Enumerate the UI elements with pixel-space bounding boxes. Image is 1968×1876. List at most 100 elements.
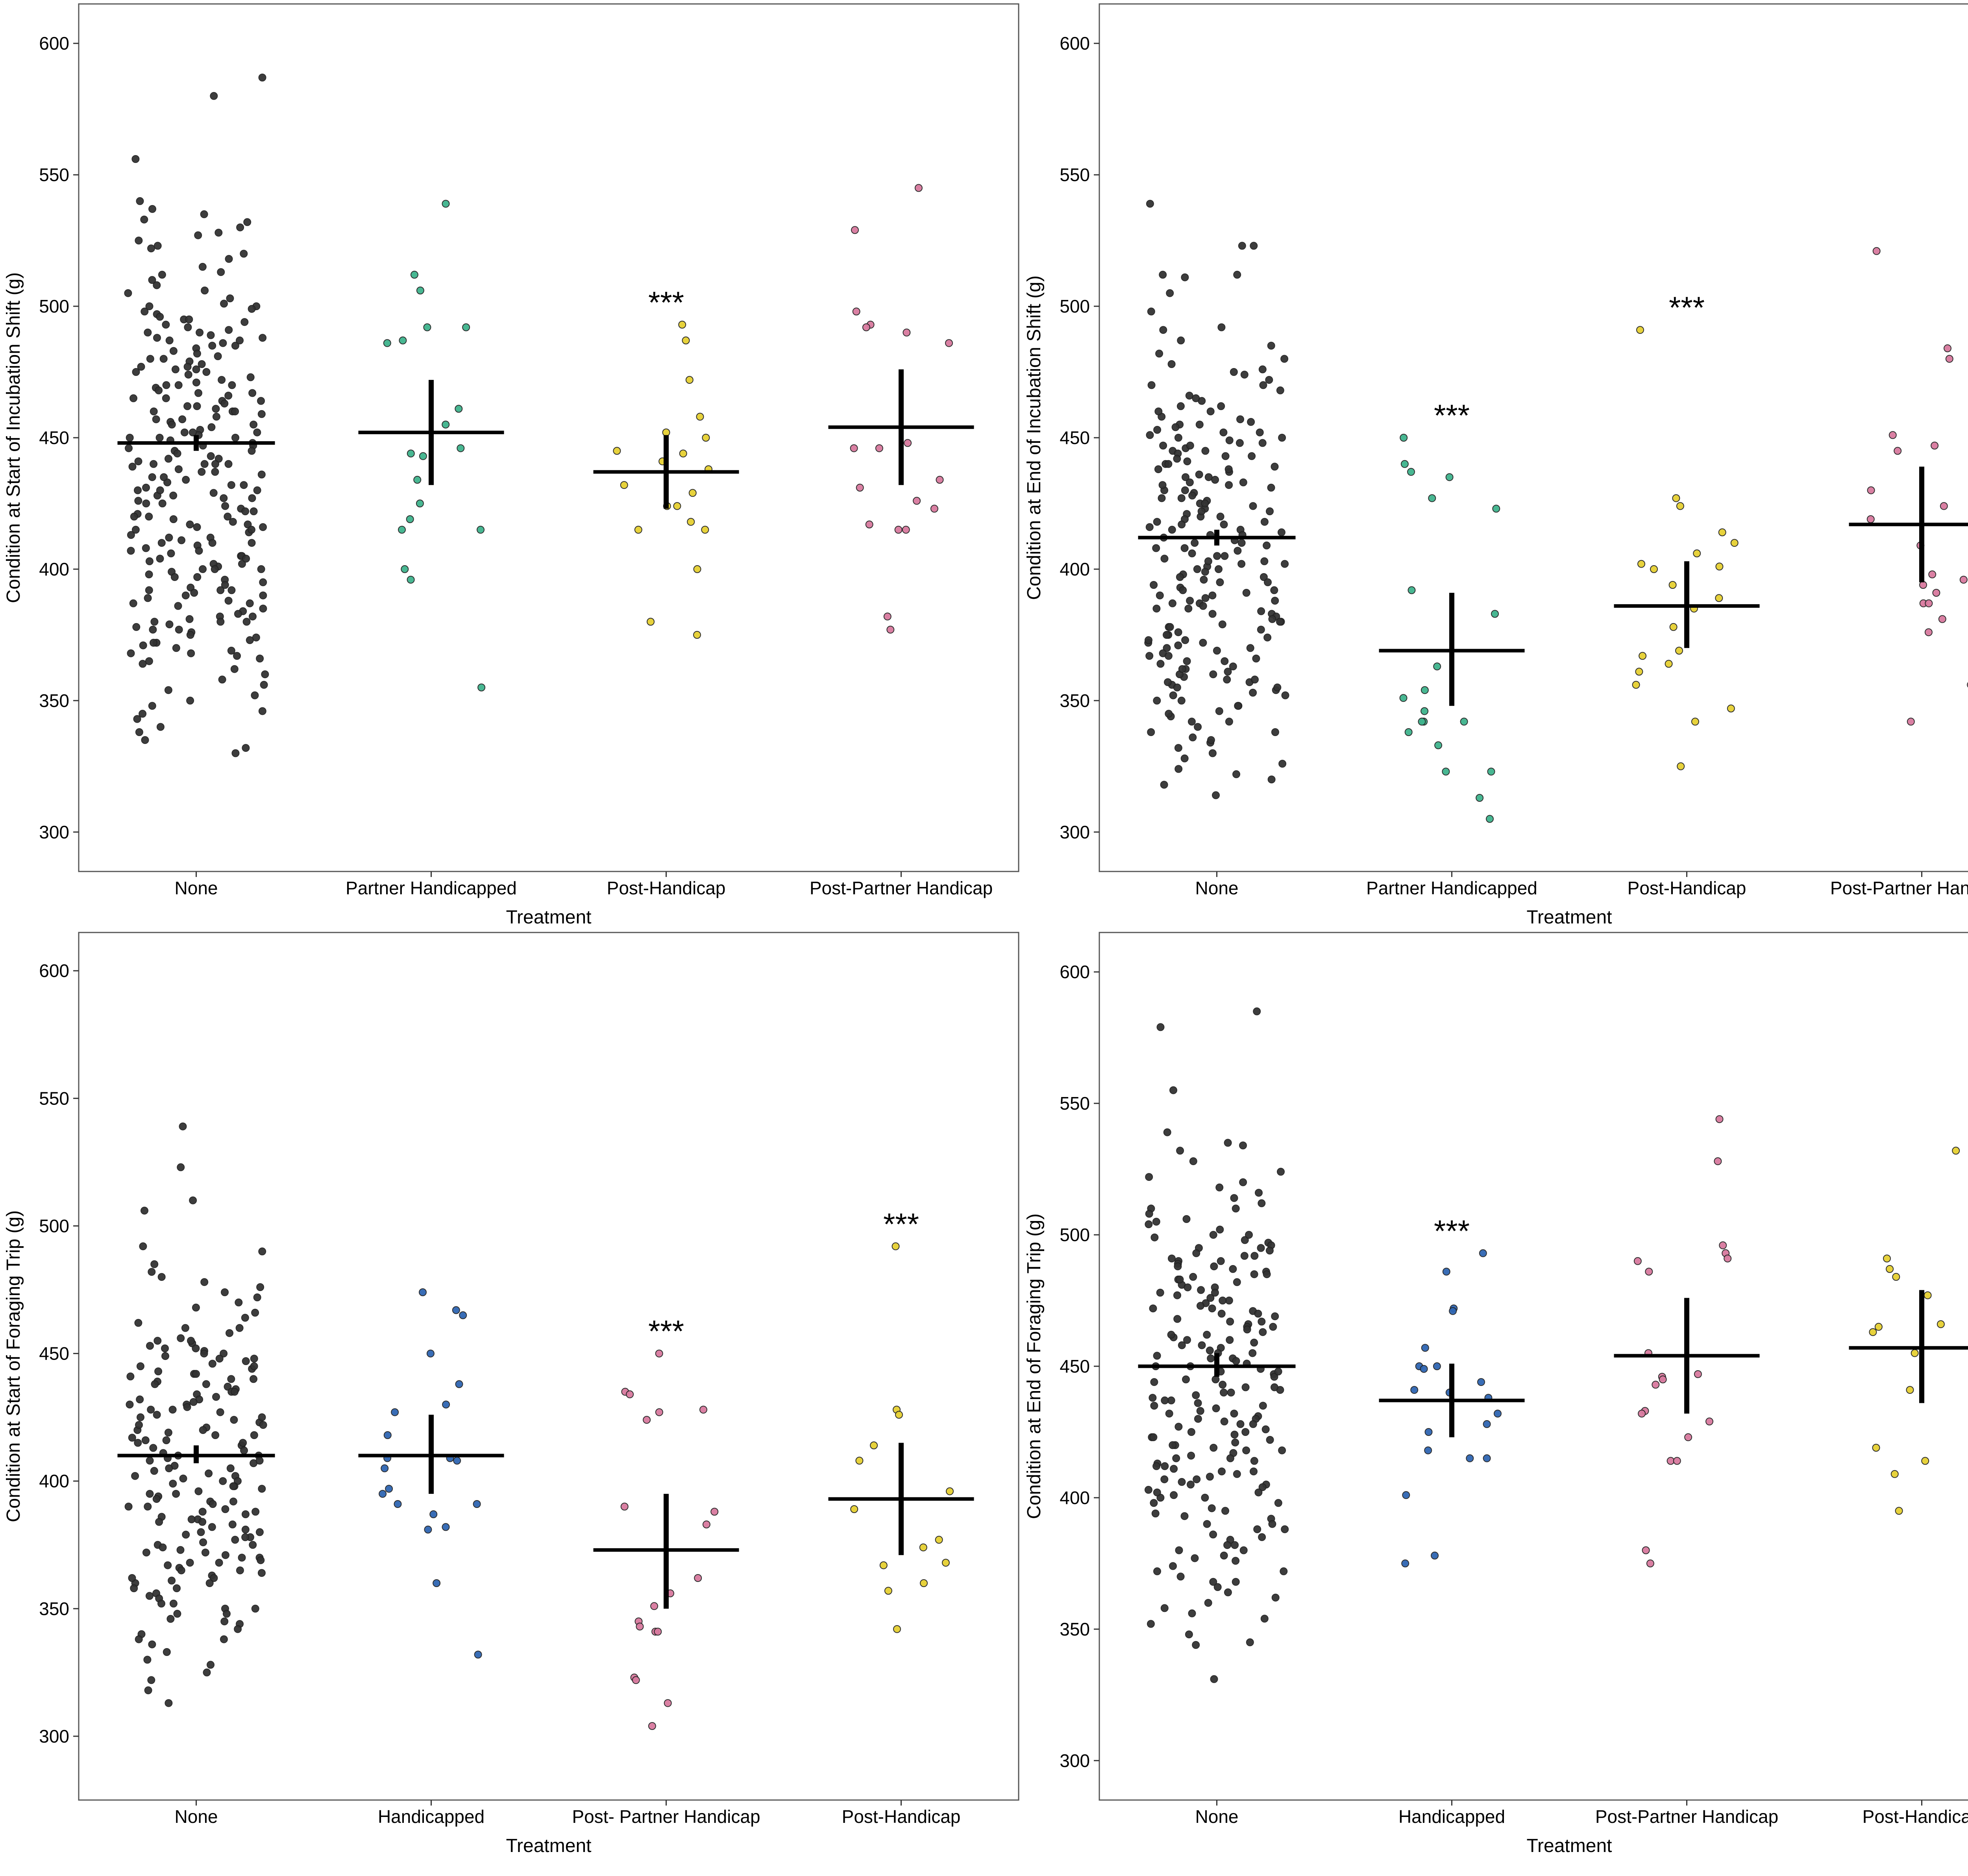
data-point (1147, 381, 1156, 389)
data-point (442, 420, 450, 429)
data-point (457, 444, 465, 452)
data-point (1229, 662, 1237, 671)
data-point (1460, 718, 1468, 726)
data-point (146, 1342, 154, 1350)
data-point (1268, 1520, 1276, 1528)
data-point (165, 620, 174, 629)
data-point (1259, 1328, 1267, 1336)
data-point (1174, 1262, 1182, 1271)
data-point (1645, 1267, 1653, 1276)
data-point (130, 1584, 138, 1592)
x-tick-label: Post-Handicap (1628, 878, 1746, 898)
data-point (241, 1314, 249, 1322)
data-point (1206, 1294, 1215, 1302)
data-point (220, 400, 229, 408)
data-point (260, 681, 268, 689)
data-point (257, 410, 266, 418)
data-point (221, 581, 229, 589)
data-point (208, 539, 216, 547)
data-point (150, 638, 157, 647)
data-point (1156, 1023, 1165, 1031)
data-point (259, 334, 267, 342)
data-point (1399, 694, 1408, 702)
data-point (177, 1163, 185, 1171)
data-point (1408, 586, 1416, 594)
data-point (231, 1536, 239, 1544)
data-point (1632, 681, 1640, 689)
data-point (1867, 486, 1875, 494)
data-point (1240, 370, 1248, 379)
x-tick-label: Post-Partner Handicap (1830, 878, 1968, 898)
data-point (1281, 1525, 1289, 1534)
data-point (1646, 1559, 1654, 1567)
data-point (1188, 491, 1197, 500)
data-point (1187, 1428, 1195, 1436)
data-point (419, 1288, 427, 1296)
data-point (220, 300, 228, 308)
data-point (1255, 1189, 1263, 1197)
data-point (1253, 1007, 1261, 1016)
data-point (211, 468, 219, 476)
data-point (135, 1635, 143, 1643)
data-point (1220, 1388, 1228, 1397)
data-point (1232, 770, 1240, 778)
data-point (693, 565, 701, 573)
data-point (1242, 589, 1250, 597)
data-point (1166, 289, 1174, 297)
data-point (128, 1574, 136, 1582)
data-point (198, 468, 206, 476)
data-point (1886, 1265, 1894, 1273)
data-point (128, 1434, 136, 1442)
data-point (1241, 1383, 1250, 1391)
data-point (257, 397, 265, 405)
data-point (1258, 1533, 1266, 1541)
data-point (1187, 718, 1196, 726)
data-point (240, 481, 248, 489)
data-point (1187, 1452, 1195, 1460)
data-point (255, 1456, 264, 1465)
data-point (1931, 442, 1939, 450)
data-point (1176, 1573, 1185, 1581)
data-point (1169, 1086, 1177, 1094)
data-point (220, 1349, 228, 1358)
data-point (1883, 1254, 1891, 1263)
data-point (148, 1640, 156, 1648)
data-point (135, 1421, 143, 1429)
data-point (259, 523, 267, 531)
data-point (423, 323, 431, 331)
y-tick-label: 450 (39, 427, 69, 448)
data-point (205, 1579, 214, 1587)
data-point (256, 1283, 264, 1291)
data-point (220, 1635, 228, 1643)
data-point (226, 1329, 233, 1337)
data-point (1215, 707, 1223, 715)
data-point (225, 326, 233, 334)
data-point (1268, 615, 1276, 623)
data-point (152, 1495, 161, 1503)
data-point (883, 612, 892, 621)
data-point (134, 1439, 142, 1447)
x-axis-title: Treatment (506, 1835, 592, 1855)
data-point (1240, 1252, 1248, 1260)
data-point (1410, 1386, 1419, 1394)
data-point (184, 370, 192, 379)
data-point (1271, 463, 1279, 471)
significance-marker: *** (648, 285, 684, 320)
data-point (240, 318, 249, 326)
data-point (1715, 594, 1723, 602)
x-tick-label: Post- Partner Handicap (572, 1806, 760, 1827)
data-point (1421, 1344, 1429, 1352)
data-point (1250, 242, 1258, 250)
data-point (1233, 270, 1241, 279)
data-point (231, 342, 239, 350)
data-point (1251, 675, 1259, 684)
data-point (134, 486, 142, 494)
data-point (147, 1676, 155, 1684)
data-point (1185, 392, 1193, 400)
data-point (1231, 1438, 1239, 1447)
data-point (1170, 1465, 1178, 1473)
data-point (1186, 478, 1194, 487)
data-point (1254, 1488, 1263, 1497)
data-point (1668, 581, 1677, 589)
data-point (673, 502, 681, 510)
